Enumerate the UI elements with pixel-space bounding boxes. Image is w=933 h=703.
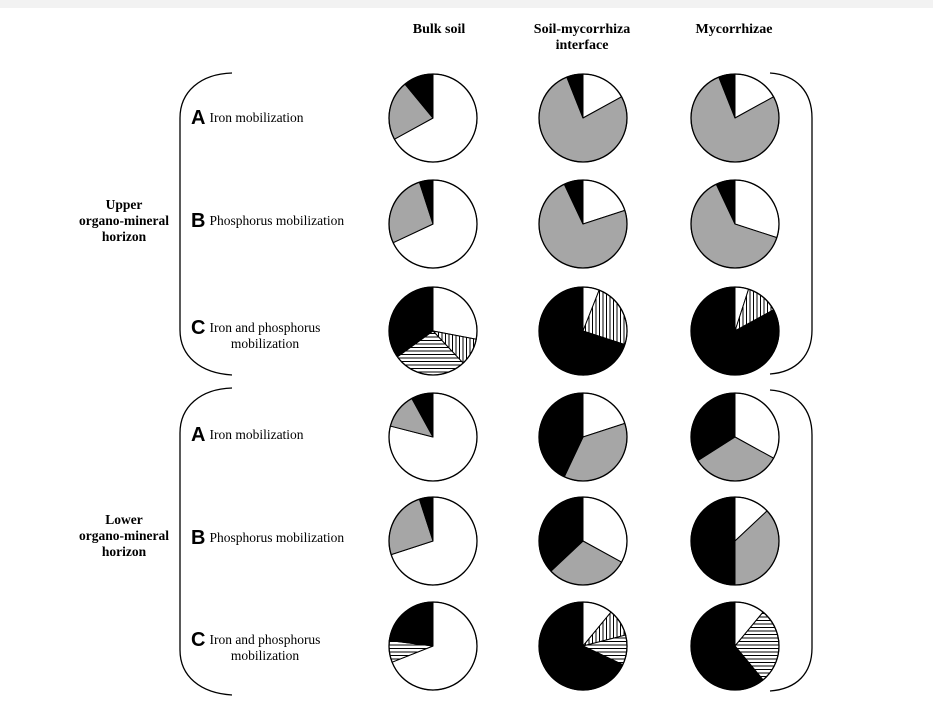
row-text-line: Phosphorus mobilization — [209, 530, 345, 545]
top-border — [0, 0, 933, 8]
pie-upper-c-2 — [538, 286, 628, 376]
pie-outline — [690, 601, 780, 691]
pie-lower-a-3 — [690, 392, 780, 482]
row-text-line: Iron and phosphorus — [209, 632, 321, 647]
horizon-label-line: Upper — [105, 197, 143, 212]
column-header-line: Mycorrhizae — [695, 22, 773, 37]
row-letter: B — [191, 210, 206, 232]
row-label-upper-c: C Iron and phosphorus mobilization — [191, 318, 320, 352]
pie-upper-b-2 — [538, 179, 628, 269]
row-text-line: Iron and phosphorus — [209, 320, 321, 335]
column-header-mycorrhizae: Mycorrhizae — [664, 22, 804, 38]
pie-outline — [690, 496, 780, 586]
pie-slice-white — [432, 286, 478, 340]
pie-lower-b-3 — [690, 496, 780, 586]
pie-outline — [690, 392, 780, 482]
pie-outline — [388, 179, 478, 269]
pie-lower-a-1 — [388, 392, 478, 482]
row-text: Iron and phosphorus mobilization — [209, 320, 320, 352]
column-header-line: interface — [555, 38, 609, 53]
column-header-interface: Soil-mycorrhiza interface — [512, 22, 652, 54]
horizon-label-lower: Lower organo-mineral horizon — [54, 512, 194, 560]
pie-outline — [388, 73, 478, 163]
pie-outline — [690, 73, 780, 163]
pie-outline — [538, 73, 628, 163]
horizon-label-line: organo-mineral — [79, 528, 169, 543]
pie-outline — [388, 601, 478, 691]
pie-outline — [538, 392, 628, 482]
left-brace-upper — [179, 72, 233, 376]
horizon-label-line: organo-mineral — [79, 213, 169, 228]
row-text: Iron mobilization — [209, 427, 303, 443]
row-text-line: Phosphorus mobilization — [209, 213, 345, 228]
pie-outline — [690, 286, 780, 376]
row-label-lower-a: A Iron mobilization — [191, 425, 304, 445]
horizon-braces — [179, 72, 813, 696]
column-header-bulk-soil: Bulk soil — [369, 22, 509, 38]
row-label-upper-a: A Iron mobilization — [191, 108, 304, 128]
pie-upper-a-2 — [538, 73, 628, 163]
pie-slice-black — [388, 601, 434, 647]
horizon-label-line: horizon — [101, 544, 147, 559]
pie-upper-c-1 — [388, 286, 478, 376]
pie-lower-b-2 — [538, 496, 628, 586]
pie-lower-c-3 — [690, 601, 780, 691]
pie-outline — [388, 286, 478, 376]
column-header-line: Soil-mycorrhiza — [533, 22, 631, 37]
pie-outline — [538, 179, 628, 269]
row-text-line: Iron mobilization — [209, 427, 304, 442]
pie-lower-c-2 — [538, 601, 628, 691]
horizon-label-line: horizon — [101, 229, 147, 244]
row-letter: C — [191, 629, 206, 651]
pie-upper-b-3 — [690, 179, 780, 269]
pie-outline — [690, 179, 780, 269]
row-text-line: Iron mobilization — [209, 110, 304, 125]
row-letter: B — [191, 527, 206, 549]
column-header-line: Bulk soil — [412, 22, 466, 37]
pie-upper-b-1 — [388, 179, 478, 269]
row-text-line: mobilization — [230, 336, 300, 351]
pie-lower-b-1 — [388, 496, 478, 586]
right-brace-upper — [769, 72, 813, 375]
row-letter: A — [191, 424, 206, 446]
pie-outline — [388, 496, 478, 586]
pie-slice-black — [690, 496, 736, 586]
pie-upper-a-3 — [690, 73, 780, 163]
pie-outline — [388, 392, 478, 482]
row-letter: C — [191, 317, 206, 339]
row-letter: A — [191, 107, 206, 129]
pie-lower-a-2 — [538, 392, 628, 482]
pie-upper-a-1 — [388, 73, 478, 163]
pie-outline — [538, 601, 628, 691]
right-brace-lower — [769, 389, 813, 692]
row-text: Phosphorus mobilization — [209, 530, 344, 546]
pie-outline — [538, 286, 628, 376]
pies-layer — [388, 73, 780, 691]
left-brace-lower — [179, 387, 233, 696]
horizon-label-line: Lower — [105, 512, 143, 527]
row-text: Phosphorus mobilization — [209, 213, 344, 229]
row-label-lower-c: C Iron and phosphorus mobilization — [191, 630, 320, 664]
pie-lower-c-1 — [388, 601, 478, 691]
row-text-line: mobilization — [230, 648, 300, 663]
row-text: Iron and phosphorus mobilization — [209, 632, 320, 664]
row-text: Iron mobilization — [209, 110, 303, 126]
row-label-upper-b: B Phosphorus mobilization — [191, 211, 344, 231]
pie-outline — [538, 496, 628, 586]
pie-upper-c-3 — [690, 286, 780, 376]
row-label-lower-b: B Phosphorus mobilization — [191, 528, 344, 548]
horizon-label-upper: Upper organo-mineral horizon — [54, 197, 194, 245]
